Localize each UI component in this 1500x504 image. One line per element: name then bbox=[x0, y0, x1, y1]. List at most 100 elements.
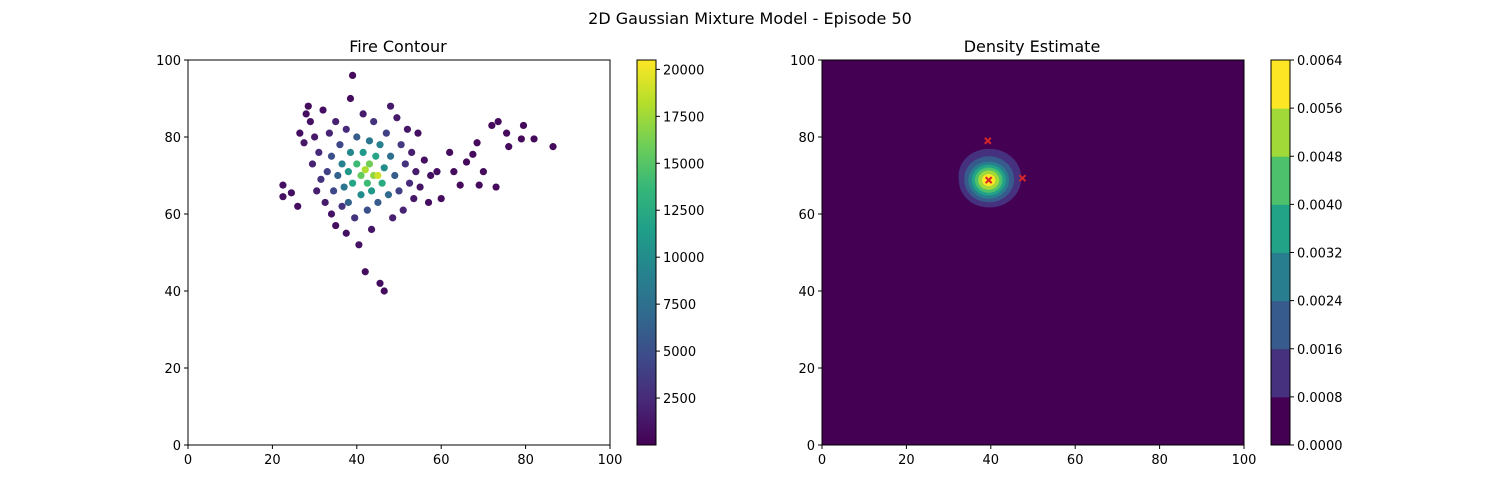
colorbar-tick-label: 15000 bbox=[663, 157, 704, 172]
density-estimate-plot: 0 20 40 60 80 100 0 20 40 60 80 100 bbox=[790, 54, 1256, 468]
scatter-point bbox=[338, 160, 346, 168]
scatter-point bbox=[353, 160, 361, 168]
colorbar-tick-label: 0.0016 bbox=[1297, 343, 1343, 358]
right-xtick-label: 80 bbox=[1151, 453, 1168, 468]
scatter-point bbox=[319, 106, 327, 114]
colorbar-tick-label: 0.0032 bbox=[1297, 247, 1343, 262]
right-ytick-label: 60 bbox=[798, 208, 815, 223]
scatter-point bbox=[386, 102, 395, 110]
scatter-point bbox=[348, 179, 357, 187]
colorbar-gradient bbox=[637, 60, 656, 445]
right-ytick-label: 20 bbox=[798, 362, 815, 377]
scatter-point bbox=[302, 110, 310, 118]
scatter-point bbox=[308, 160, 317, 168]
left-plot-title: Fire Contour bbox=[349, 37, 447, 56]
right-ytick-label: 40 bbox=[798, 285, 815, 300]
right-ytick-label: 0 bbox=[807, 439, 815, 454]
colorbar-tick-label: 7500 bbox=[663, 298, 696, 313]
scatter-point bbox=[450, 168, 458, 176]
right-axes-frame bbox=[821, 59, 1245, 446]
left-ytick-label: 0 bbox=[173, 439, 181, 454]
colorbar-level-block bbox=[1271, 156, 1290, 205]
colorbar-level-block bbox=[1271, 108, 1290, 157]
left-xtick-label: 60 bbox=[433, 453, 450, 468]
density-estimate-colorbar: 0.0000 0.0008 0.0016 0.0024 0.0032 0.0040 0.00… bbox=[1270, 54, 1343, 454]
scatter-point bbox=[363, 179, 371, 187]
scatter-point bbox=[374, 198, 382, 207]
colorbar-tick-label: 0.0008 bbox=[1297, 391, 1343, 406]
fire-contour-colorbar: 2500 5000 7500 10000 12500 15000 17500 20000 bbox=[636, 59, 704, 446]
left-xtick-label: 0 bbox=[184, 453, 192, 468]
colorbar-tick-label: 0.0056 bbox=[1297, 102, 1343, 117]
left-ytick-label: 20 bbox=[164, 362, 181, 377]
scatter-point bbox=[344, 198, 352, 207]
scatter-point bbox=[410, 195, 418, 203]
scatter-point bbox=[340, 183, 348, 191]
colorbar-level-block bbox=[1271, 348, 1290, 398]
colorbar-tick-label: 17500 bbox=[663, 110, 704, 125]
left-xtick-label: 100 bbox=[598, 453, 623, 468]
scatter-point bbox=[367, 187, 376, 195]
scatter-point bbox=[370, 118, 378, 126]
scatter-point bbox=[446, 148, 454, 156]
component-mean-marker bbox=[984, 137, 992, 145]
scatter-point bbox=[279, 181, 287, 189]
colorbar-tick-label: 0.0064 bbox=[1297, 54, 1343, 69]
scatter-point bbox=[374, 171, 382, 180]
scatter-point bbox=[503, 129, 511, 137]
scatter-point bbox=[397, 141, 405, 149]
colorbar-level-block bbox=[1271, 300, 1290, 350]
colorbar-frame bbox=[636, 59, 657, 446]
scatter-point bbox=[336, 141, 344, 149]
figure-title: 2D Gaussian Mixture Model - Episode 50 bbox=[588, 9, 912, 28]
scatter-point bbox=[344, 168, 352, 176]
scatter-point bbox=[424, 198, 433, 207]
scatter-point bbox=[399, 206, 407, 214]
scatter-point bbox=[462, 158, 471, 166]
left-ytick-label: 60 bbox=[164, 208, 181, 223]
fire-contour-plot: 0 20 40 60 80 100 0 20 40 60 80 100 bbox=[156, 54, 622, 468]
scatter-point bbox=[332, 221, 340, 230]
scatter-point bbox=[456, 181, 464, 189]
scatter-point bbox=[475, 181, 483, 189]
scatter-point bbox=[488, 121, 496, 130]
scatter-point bbox=[420, 156, 428, 164]
scatter-point bbox=[384, 191, 393, 199]
colorbar-level-block bbox=[1271, 252, 1290, 302]
scatter-point bbox=[469, 150, 477, 158]
component-mean-marker bbox=[1018, 174, 1027, 182]
colorbar-tick-label: 20000 bbox=[663, 63, 704, 78]
scatter-point bbox=[408, 148, 416, 156]
scatter-point bbox=[311, 133, 319, 141]
scatter-point bbox=[279, 193, 287, 201]
scatter-point bbox=[405, 179, 414, 187]
colorbar-tick-label: 0.0048 bbox=[1297, 150, 1343, 165]
scatter-point bbox=[412, 168, 420, 176]
scatter-point bbox=[327, 210, 336, 218]
left-xtick-label: 20 bbox=[264, 453, 281, 468]
scatter-point bbox=[342, 125, 350, 133]
colorbar-level-block bbox=[1271, 60, 1290, 109]
scatter-point bbox=[304, 102, 312, 110]
scatter-point bbox=[323, 168, 331, 176]
scatter-point bbox=[359, 148, 367, 156]
colorbar-tick-label: 0.0000 bbox=[1297, 439, 1343, 454]
scatter-point bbox=[517, 135, 525, 143]
scatter-point bbox=[380, 164, 388, 172]
scatter-point bbox=[519, 121, 528, 130]
left-axes-frame bbox=[187, 59, 611, 446]
scatter-point bbox=[378, 179, 386, 187]
scatter-point bbox=[348, 71, 357, 79]
scatter-point bbox=[530, 135, 538, 143]
scatter-point bbox=[296, 129, 304, 137]
scatter-point bbox=[287, 189, 295, 197]
scatter-point bbox=[372, 152, 380, 160]
scatter-point bbox=[414, 129, 422, 137]
scatter-point bbox=[346, 94, 355, 103]
colorbar-level-block bbox=[1271, 204, 1290, 253]
scatter-point bbox=[437, 195, 445, 203]
colorbar-tick-label: 2500 bbox=[663, 392, 696, 407]
scatter-point bbox=[346, 148, 355, 156]
scatter-point bbox=[359, 110, 367, 118]
